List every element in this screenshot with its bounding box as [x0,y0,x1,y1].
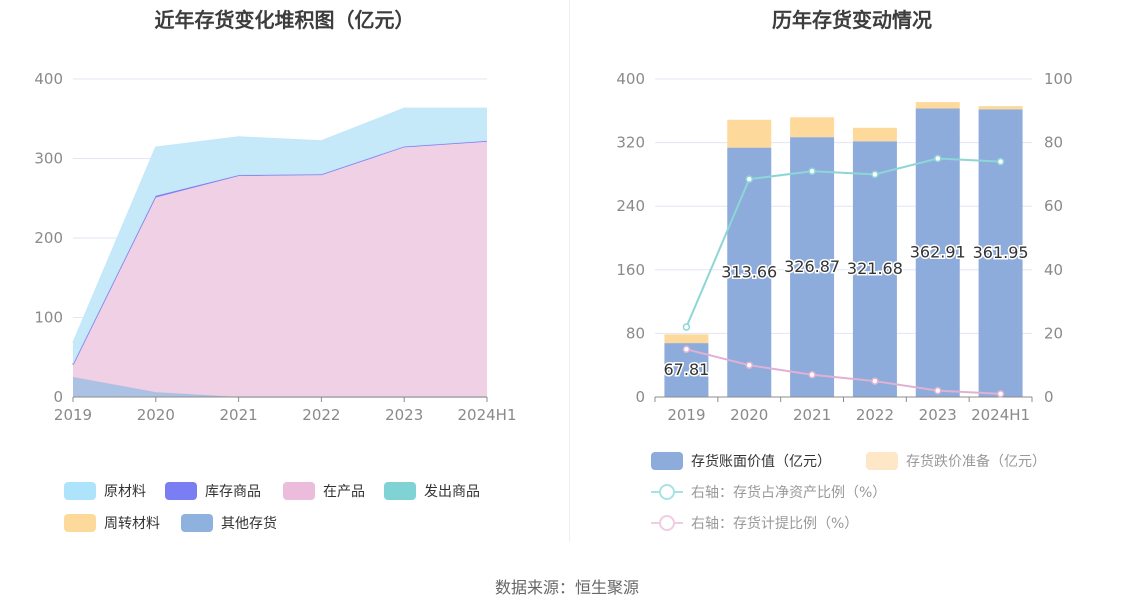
y-tick-label: 240 [616,197,645,215]
legend-item-goods-shipped[interactable]: 发出商品 [384,481,480,501]
area-series-edge [72,107,487,344]
y2-tick-label: 100 [1044,70,1073,88]
line-point [745,361,753,369]
x-tick-label: 2023 [919,406,957,424]
data-label: 321.68 [847,259,903,278]
x-tick-label: 2022 [302,406,340,424]
bar-impairment [978,106,1023,110]
line-point [682,345,691,354]
legend-label: 原材料 [104,484,146,500]
legend-label: 存货账面价值（亿元） [691,454,831,470]
y-tick-label: 300 [34,150,63,168]
bar-impairment [727,119,772,148]
legend-item-turnover-materials[interactable]: 周转材料 [64,513,160,533]
legend-swatch [283,482,315,500]
legend-item-provision-ratio[interactable]: 右轴：存货计提比例（%） [651,513,858,533]
line-point [682,323,691,331]
legend-swatch [165,482,197,500]
line-point [934,386,942,395]
legend-label: 右轴：存货计提比例（%） [691,516,859,532]
legend-item-finished-goods[interactable]: 库存商品 [165,481,261,501]
y-tick-label: 0 [53,388,63,406]
legend-line-swatch [651,514,683,532]
bar-line-chart: 0 80 160 240 320 400 0 20 40 60 80 100 2019 2020 2021 2… [616,70,1073,424]
y2-tick-label: 20 [1044,324,1063,342]
legend-swatch [181,514,213,532]
legend-item-book-value[interactable]: 存货账面价值（亿元） [651,451,831,471]
bar-book-value [790,137,835,397]
legend-swatch [866,452,898,470]
bar-book-value [852,141,897,397]
y-tick-label: 320 [616,134,645,152]
legend-swatch [651,452,683,470]
x-tick-label: 2019 [54,406,92,424]
legend-label: 在产品 [323,484,365,500]
x-tick-label: 2024H1 [458,406,517,424]
x-tick-label: 2020 [730,406,768,424]
line-point [996,390,1005,398]
x-tick-label: 2024H1 [971,406,1030,424]
y2-tick-label: 0 [1044,388,1054,406]
legend-label: 其他存货 [221,516,277,532]
legend-swatch [64,514,96,532]
area-series [73,108,487,365]
x-tick-label: 2021 [793,406,831,424]
y-tick-label: 100 [34,309,63,327]
line-point [808,167,816,175]
data-label: 313.66 [721,262,777,281]
legend-line-swatch [651,483,683,501]
y-tick-label: 160 [616,261,645,279]
line-point [934,154,942,163]
x-tick-label: 2021 [220,406,258,424]
bar-impairment [852,127,897,142]
line-point [745,175,753,183]
y2-tick-label: 60 [1044,197,1063,215]
panel-divider [569,0,570,542]
y-tick-label: 400 [34,70,63,88]
y2-tick-label: 80 [1044,134,1063,152]
data-label: 67.81 [664,360,710,379]
y2-tick-label: 40 [1044,261,1063,279]
legend-label: 右轴：存货占净资产比例（%） [691,485,887,501]
legend-item-other-inventory[interactable]: 其他存货 [181,513,277,533]
line-point [808,370,816,379]
x-tick-label: 2022 [856,406,894,424]
x-tick-label: 2019 [667,406,705,424]
y-tick-label: 400 [616,70,645,88]
legend-item-wip[interactable]: 在产品 [283,481,365,501]
bar-impairment [915,102,960,109]
legend-item-raw-materials[interactable]: 原材料 [64,481,146,501]
line-point [871,170,879,179]
y-tick-label: 0 [635,388,645,406]
line-point [871,377,879,385]
legend-swatch [384,482,416,500]
bar-book-value [978,109,1023,397]
line-series [685,157,1001,328]
x-tick-label: 2023 [385,406,423,424]
bar-impairment [790,117,835,138]
data-label: 362.91 [910,243,966,262]
area-series [73,141,487,397]
data-label: 361.95 [973,243,1029,262]
legend-swatch [64,482,96,500]
line-point [996,157,1005,166]
y-tick-label: 200 [34,229,63,247]
legend-label: 存货跌价准备（亿元） [906,454,1046,470]
legend-label: 周转材料 [104,516,160,532]
x-tick-label: 2020 [137,406,175,424]
bar-impairment [664,334,709,344]
data-label: 326.87 [784,257,840,276]
legend-item-net-asset-ratio[interactable]: 右轴：存货占净资产比例（%） [651,482,886,502]
bar-book-value [727,147,772,397]
legend-label: 库存商品 [205,484,261,500]
data-source: 数据来源：恒生聚源 [494,578,639,597]
stacked-area-chart: 0 100 200 300 400 2019 2020 2021 2022 2023 2024H1 [34,70,517,424]
y-tick-label: 80 [626,324,645,342]
area-series [73,377,487,397]
left-chart-title: 近年存货变化堆积图（亿元） [154,8,415,32]
line-series [686,348,1001,395]
right-chart-title: 历年存货变动情况 [772,8,932,32]
legend-item-impairment[interactable]: 存货跌价准备（亿元） [866,451,1046,471]
legend-label: 发出商品 [424,484,480,500]
